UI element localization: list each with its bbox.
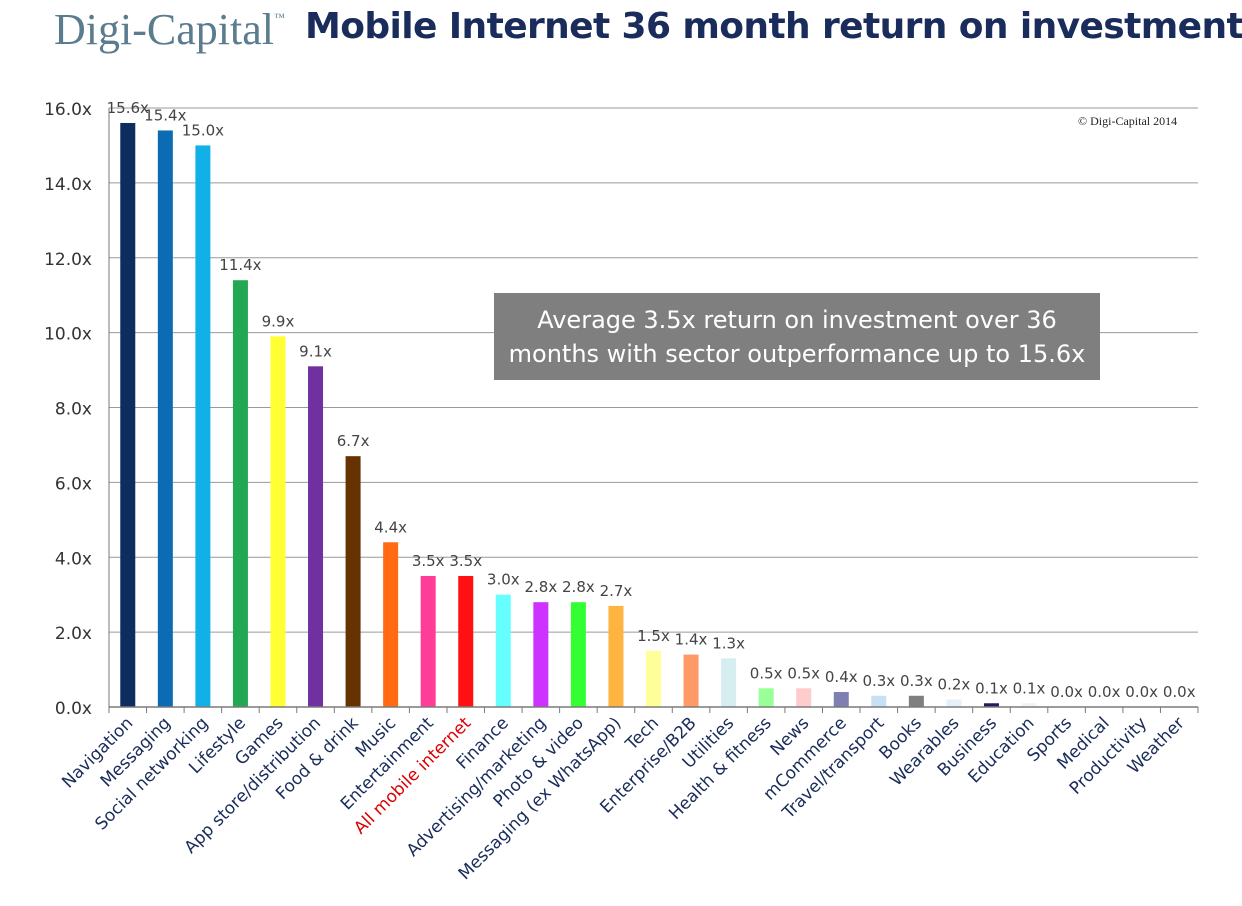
bar xyxy=(908,695,924,707)
data-label: 9.1x xyxy=(299,342,332,360)
data-label: 4.4x xyxy=(374,518,407,536)
data-label: 0.5x xyxy=(787,664,820,682)
y-tick-label: 12.0x xyxy=(44,250,92,270)
data-label: 0.5x xyxy=(750,664,783,682)
data-label: 0.1x xyxy=(1013,679,1046,697)
y-tick-label: 8.0x xyxy=(55,400,92,420)
header: Digi-Capital™ Mobile Internet 36 month r… xyxy=(0,0,1242,60)
data-label: 2.8x xyxy=(562,578,595,596)
y-tick-label: 6.0x xyxy=(55,474,92,494)
data-label: 2.8x xyxy=(524,578,557,596)
data-label: 15.0x xyxy=(182,121,224,139)
data-label: 3.5x xyxy=(449,552,482,570)
y-tick-label: 2.0x xyxy=(55,624,92,644)
bar xyxy=(608,605,624,707)
data-label: 15.4x xyxy=(144,106,186,124)
y-axis-tick-labels: 0.0x 2.0x 4.0x 6.0x 8.0x 10.0x 12.0x 14.0x 16.0x xyxy=(44,100,92,719)
data-label: 1.5x xyxy=(637,627,670,645)
bar xyxy=(383,542,399,707)
data-label: 1.4x xyxy=(675,631,708,649)
data-label: 0.4x xyxy=(825,668,858,686)
data-label: 0.3x xyxy=(900,672,933,690)
bar xyxy=(120,122,136,708)
data-label: 0.2x xyxy=(938,676,971,694)
bar xyxy=(570,602,586,707)
callout-box: Average 3.5x return on investment over 3… xyxy=(494,293,1100,380)
bar xyxy=(796,688,812,707)
data-label: 0.1x xyxy=(975,679,1008,697)
logo-text: Digi-Capital xyxy=(54,5,274,54)
data-label: 0.0x xyxy=(1088,683,1121,701)
data-label: 0.0x xyxy=(1125,683,1158,701)
data-label: 2.7x xyxy=(600,582,633,600)
callout-line-1: Average 3.5x return on investment over 3… xyxy=(537,306,1057,334)
bars xyxy=(120,122,1037,708)
x-axis xyxy=(108,108,1199,713)
bar xyxy=(946,699,962,707)
data-label: 6.7x xyxy=(337,432,370,450)
data-label: 0.3x xyxy=(862,672,895,690)
y-tick-label: 0.0x xyxy=(55,699,92,719)
bar xyxy=(420,575,436,707)
copyright-note: © Digi-Capital 2014 xyxy=(1078,114,1178,128)
bar xyxy=(308,366,324,707)
data-label: 11.4x xyxy=(219,256,261,274)
chart-title: Mobile Internet 36 month return on inves… xyxy=(305,6,1242,47)
bar xyxy=(646,650,661,707)
bar xyxy=(458,575,474,707)
data-label: 1.3x xyxy=(712,634,745,652)
bar xyxy=(983,703,999,707)
bar xyxy=(833,692,849,707)
bar xyxy=(721,658,737,707)
bar xyxy=(270,336,286,707)
trademark-mark: ™ xyxy=(273,12,285,24)
data-label: 15.6x xyxy=(107,99,149,117)
bar xyxy=(195,145,211,707)
data-label: 0.0x xyxy=(1050,683,1083,701)
bar xyxy=(1021,703,1037,707)
bar xyxy=(758,688,774,707)
y-tick-label: 10.0x xyxy=(44,325,92,345)
y-tick-label: 16.0x xyxy=(44,100,92,120)
bar xyxy=(683,654,699,707)
bar xyxy=(495,594,511,707)
bar xyxy=(871,695,887,707)
brand-logo: Digi-Capital™ xyxy=(54,4,285,55)
bar xyxy=(345,456,361,707)
bar xyxy=(533,602,549,707)
data-label: 3.5x xyxy=(412,552,445,570)
data-label: 0.0x xyxy=(1163,683,1196,701)
bar xyxy=(232,280,248,707)
callout-line-2: months with sector outperformance up to … xyxy=(508,340,1086,368)
data-label: 9.9x xyxy=(262,312,295,330)
bar xyxy=(157,130,173,707)
data-label: 3.0x xyxy=(487,571,520,589)
y-tick-label: 14.0x xyxy=(44,175,92,195)
y-tick-label: 4.0x xyxy=(55,549,92,569)
